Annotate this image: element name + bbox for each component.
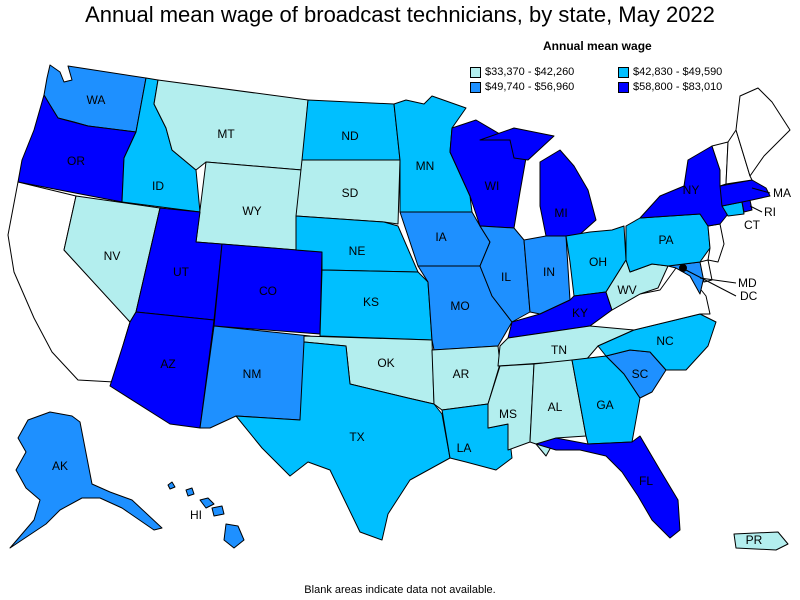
label-PR: PR bbox=[746, 533, 763, 547]
label-DC: DC bbox=[740, 289, 758, 303]
legend-swatch-4 bbox=[618, 81, 629, 93]
label-SD: SD bbox=[342, 186, 359, 200]
leader-DC bbox=[683, 268, 737, 297]
legend-label-2: $42,830 - $49,590 bbox=[633, 66, 723, 78]
legend-label-1: $33,370 - $42,260 bbox=[485, 66, 575, 78]
label-WA: WA bbox=[87, 93, 106, 107]
legend-label-4: $58,800 - $83,010 bbox=[633, 81, 723, 93]
state-VA[interactable] bbox=[589, 267, 711, 331]
label-OR: OR bbox=[67, 154, 85, 168]
map-title: Annual mean wage of broadcast technician… bbox=[85, 2, 715, 27]
label-WI: WI bbox=[485, 179, 500, 193]
label-ID: ID bbox=[152, 179, 164, 193]
label-AL: AL bbox=[548, 400, 563, 414]
legend-label-3: $49,740 - $56,960 bbox=[485, 81, 575, 93]
leader-RI bbox=[749, 205, 763, 213]
legend-item-1: $33,370 - $42,260 bbox=[470, 66, 574, 78]
label-OH: OH bbox=[589, 255, 607, 269]
state-VT[interactable] bbox=[711, 141, 729, 187]
label-MS: MS bbox=[499, 407, 517, 421]
label-SC: SC bbox=[632, 367, 649, 381]
footnote: Blank areas indicate data not available. bbox=[304, 584, 496, 596]
label-ND: ND bbox=[341, 129, 359, 143]
label-AK: AK bbox=[52, 459, 68, 473]
label-NY: NY bbox=[683, 183, 700, 197]
state-SD[interactable] bbox=[295, 159, 401, 225]
label-GA: GA bbox=[596, 398, 613, 412]
label-NV: NV bbox=[104, 249, 121, 263]
label-IL: IL bbox=[501, 270, 511, 284]
legend-item-2: $42,830 - $49,590 bbox=[618, 66, 722, 78]
legend-title: Annual mean wage bbox=[543, 39, 652, 53]
label-IA: IA bbox=[435, 230, 446, 244]
label-AZ: AZ bbox=[160, 357, 175, 371]
leader-MA bbox=[751, 187, 771, 194]
label-MA: MA bbox=[773, 186, 791, 200]
label-MD: MD bbox=[738, 276, 757, 290]
leader-MD bbox=[699, 277, 737, 284]
state-HI[interactable] bbox=[167, 481, 245, 549]
label-CT: CT bbox=[744, 218, 761, 232]
state-NJ[interactable] bbox=[707, 223, 725, 263]
label-IN: IN bbox=[543, 265, 555, 279]
label-MT: MT bbox=[217, 127, 235, 141]
state-AK[interactable] bbox=[9, 411, 163, 549]
state-AZ[interactable] bbox=[109, 311, 215, 429]
label-PA: PA bbox=[658, 233, 673, 247]
label-CO: CO bbox=[259, 284, 277, 298]
state-MA[interactable] bbox=[719, 179, 771, 207]
label-MO: MO bbox=[450, 299, 469, 313]
label-NC: NC bbox=[656, 334, 674, 348]
label-HI: HI bbox=[190, 508, 202, 522]
label-WY: WY bbox=[242, 204, 261, 218]
label-MN: MN bbox=[416, 159, 435, 173]
state-NH[interactable] bbox=[725, 129, 753, 185]
label-TN: TN bbox=[551, 343, 567, 357]
label-WV: WV bbox=[617, 283, 636, 297]
state-FL[interactable] bbox=[535, 435, 681, 539]
legend-swatch-3 bbox=[470, 81, 481, 93]
state-MI[interactable] bbox=[479, 127, 597, 237]
label-MI: MI bbox=[554, 206, 567, 220]
label-AR: AR bbox=[453, 367, 470, 381]
legend-swatch-1 bbox=[470, 66, 481, 78]
state-PR[interactable] bbox=[733, 531, 789, 551]
label-KS: KS bbox=[363, 295, 379, 309]
label-NM: NM bbox=[243, 367, 262, 381]
label-NE: NE bbox=[349, 244, 366, 258]
legend-swatch-2 bbox=[618, 66, 629, 78]
label-UT: UT bbox=[173, 265, 190, 279]
label-FL: FL bbox=[639, 474, 653, 488]
label-OK: OK bbox=[377, 356, 394, 370]
state-DC[interactable] bbox=[679, 264, 687, 272]
label-KY: KY bbox=[572, 306, 588, 320]
legend-item-3: $49,740 - $56,960 bbox=[470, 81, 574, 93]
legend-item-4: $58,800 - $83,010 bbox=[618, 81, 722, 93]
label-LA: LA bbox=[457, 441, 472, 455]
label-TX: TX bbox=[349, 430, 364, 444]
state-TX[interactable] bbox=[235, 341, 451, 541]
state-WI[interactable] bbox=[449, 119, 527, 229]
label-RI: RI bbox=[764, 205, 776, 219]
state-ME[interactable] bbox=[735, 87, 791, 177]
